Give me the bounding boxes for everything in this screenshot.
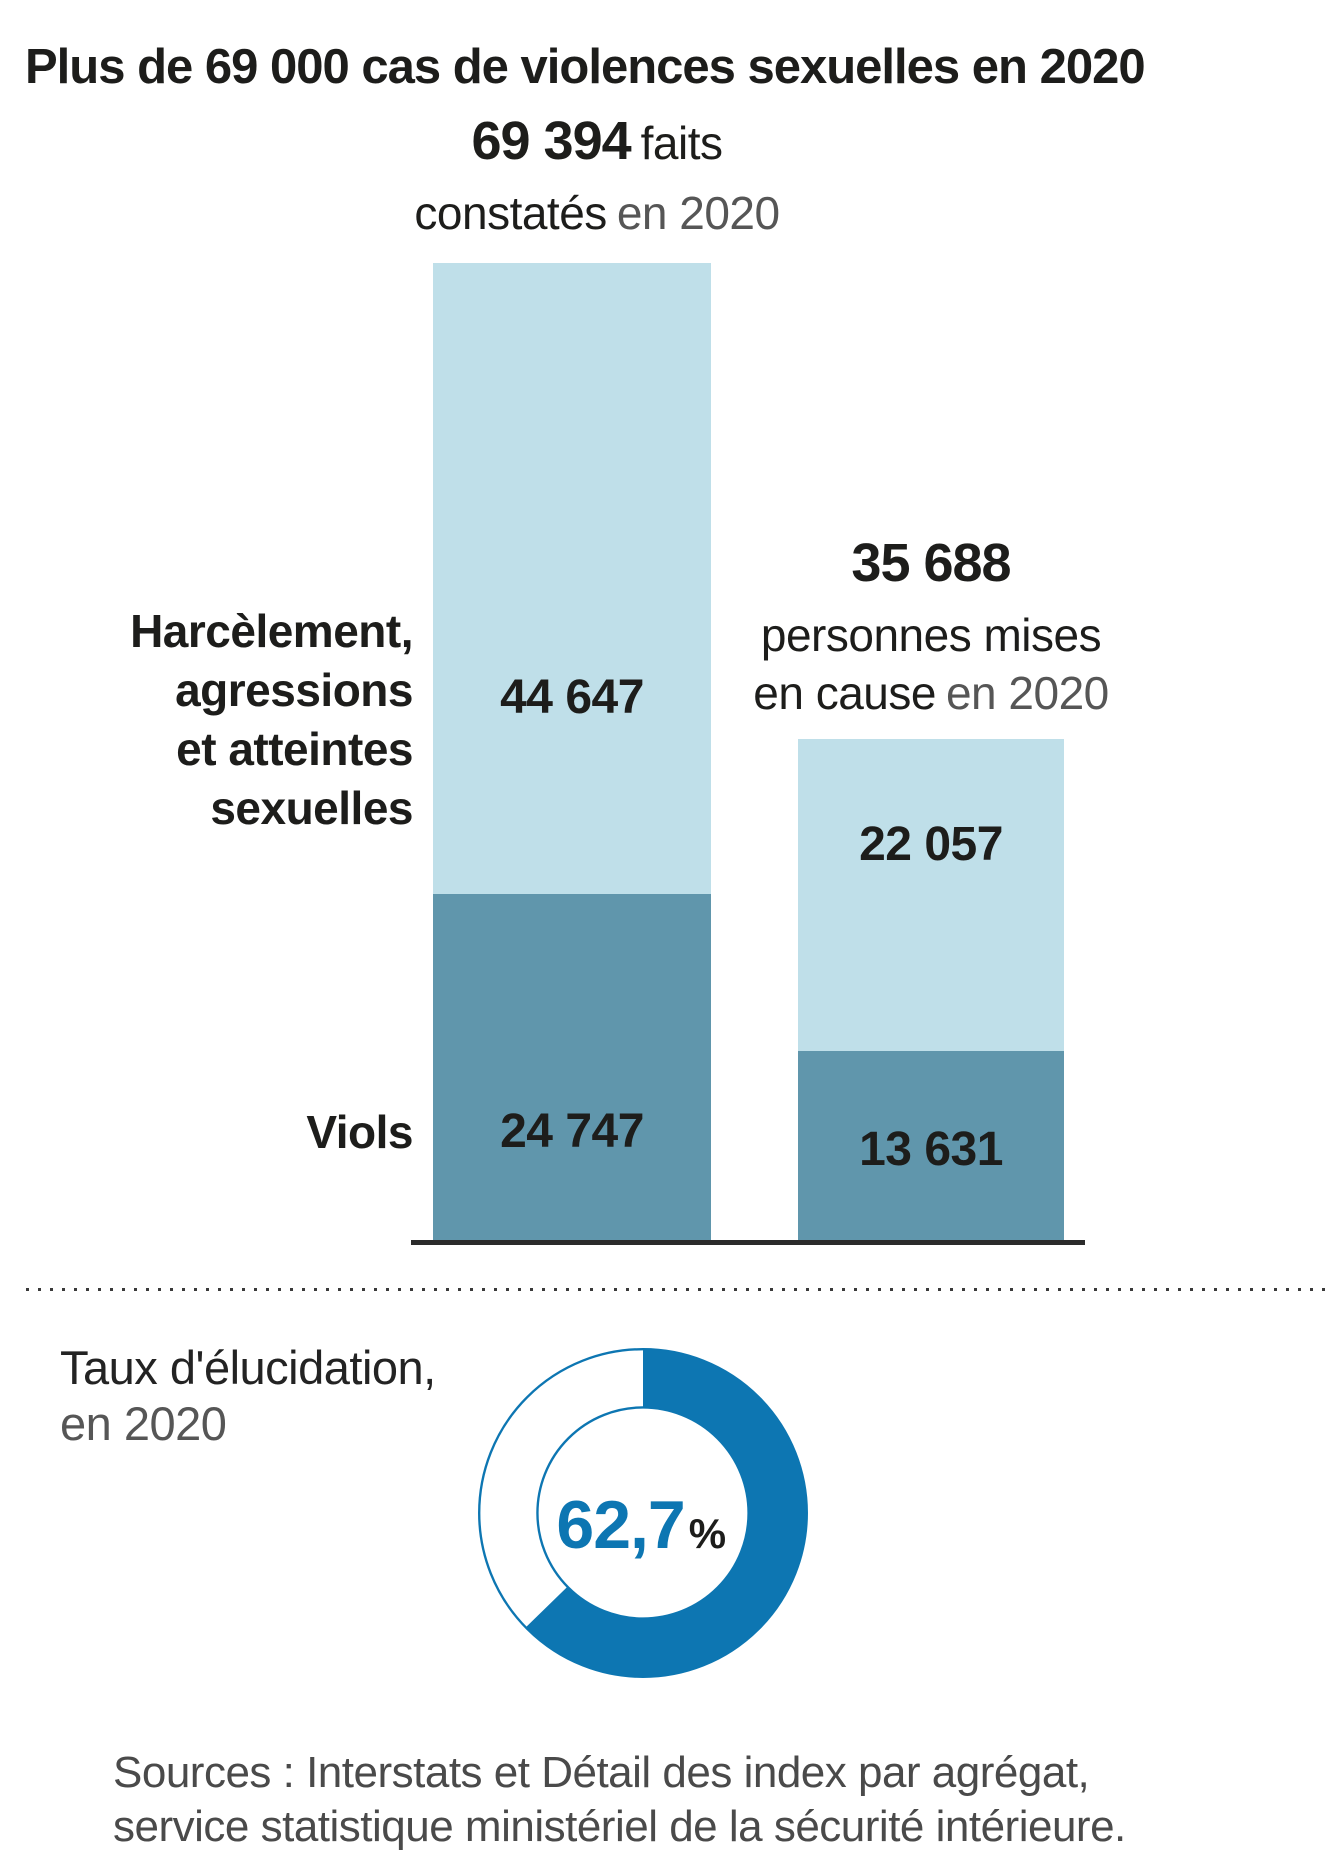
bar1-header: 69 394 faits constatés en 2020	[332, 112, 862, 254]
bar1-header-line1: 69 394 faits	[332, 112, 862, 184]
bar2-header-line2: personnes mises	[760, 609, 1102, 661]
chart-title: Plus de 69 000 cas de violences sexuelle…	[25, 39, 1146, 94]
donut-percent-sign: %	[688, 1510, 726, 1557]
dotted-divider	[26, 1288, 1326, 1291]
donut-filled-arc	[525, 1349, 807, 1677]
bar2-viols-value: 13 631	[859, 1123, 1003, 1176]
bar1-total-value: 69 394	[471, 111, 631, 171]
bar1-harcelement-value: 44 647	[500, 671, 644, 724]
bar2-header: 35 688 personnes mises en cause en 2020	[671, 534, 1191, 734]
donut-title: Taux d'élucidation, en 2020	[60, 1341, 436, 1450]
bar1-segment-harcelement	[433, 263, 711, 894]
bar2-total-value: 35 688	[851, 533, 1011, 593]
category-label-viols: Viols	[306, 1106, 413, 1158]
bar2-harcelement-value: 22 057	[859, 818, 1003, 871]
donut-center-label: 62,7%	[461, 1486, 821, 1564]
bar2-header-line3: en cause en 2020	[753, 667, 1109, 719]
bar2-segment-viols	[798, 1050, 1064, 1243]
baseline-axis	[411, 1240, 1085, 1245]
donut-chart	[478, 1348, 808, 1678]
bar2-segment-harcelement	[798, 739, 1064, 1051]
bar-faits-constates	[433, 263, 711, 1243]
bar1-viols-value: 24 747	[500, 1105, 644, 1158]
bar1-header-line2: constatés en 2020	[414, 187, 780, 239]
sources-note: Sources : Interstats et Détail des index…	[113, 1748, 1126, 1851]
bar2-header-line1: 35 688	[671, 534, 1191, 606]
donut-percent-value: 62,7	[556, 1487, 685, 1563]
bar-personnes-mises-en-cause	[798, 739, 1064, 1243]
bar1-segment-viols	[433, 893, 711, 1243]
category-label-harcelement: Harcèlement, agressions et atteintes sex…	[130, 605, 413, 834]
bar1-total-unit: faits	[640, 117, 723, 169]
